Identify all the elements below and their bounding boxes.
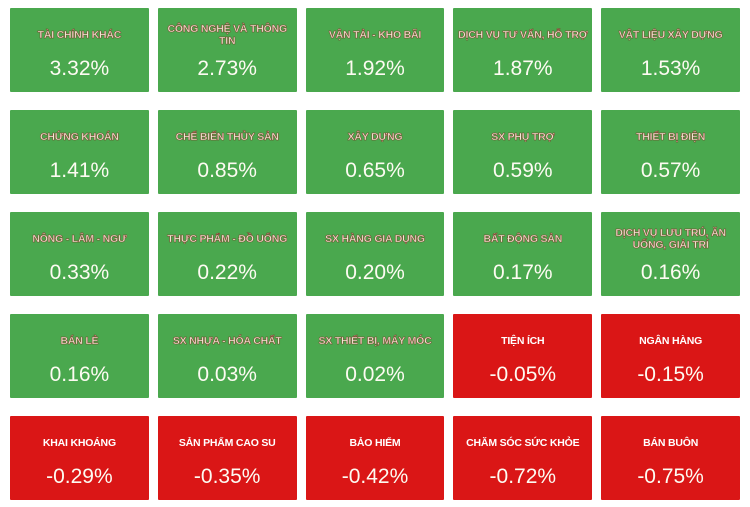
sector-tile: KHAI KHOÁNG -0.29% [10, 416, 149, 500]
sector-name-label: SX NHỰA - HÓA CHẤT [172, 334, 282, 348]
sector-tile: TÀI CHÍNH KHÁC 3.32% [10, 8, 149, 92]
sector-name-label: NGÂN HÀNG [639, 334, 703, 347]
sector-change-value: 0.33% [49, 261, 110, 284]
sector-change-value: 0.57% [640, 159, 701, 182]
sector-change-value: -0.05% [489, 363, 557, 386]
sector-name-label: SX THIẾT BỊ, MÁY MÓC [318, 334, 432, 348]
sector-name-label: THIẾT BỊ ĐIỆN [636, 130, 706, 144]
sector-name-label: BÁN BUÔN [643, 436, 699, 449]
sector-change-value: 0.65% [345, 159, 405, 182]
sector-tile: CHỨNG KHOÁN 1.41% [10, 110, 149, 194]
sector-name-label: BÁN LẺ [60, 334, 99, 348]
sector-tile: VẬT LIỆU XÂY DỰNG 1.53% [601, 8, 740, 92]
sector-name-label: KHAI KHOÁNG [42, 436, 116, 449]
sector-change-value: 0.16% [640, 261, 701, 284]
sector-tile: NGÂN HÀNG -0.15% [601, 314, 740, 398]
sector-name-label: XÂY DỰNG [347, 130, 403, 144]
sector-tile: XÂY DỰNG 0.65% [305, 110, 445, 194]
sector-change-value: -0.72% [489, 465, 557, 488]
sector-name-label: DỊCH VỤ LƯU TRÚ, ĂN UỐNG, GIẢI TRÍ [615, 226, 726, 251]
sector-name-label: BẤT ĐỘNG SẢN [483, 232, 563, 246]
sector-tile: CHẾ BIẾN THỦY SẢN 0.85% [157, 110, 297, 194]
sector-change-value: 0.03% [197, 363, 257, 386]
sector-name-label: NÔNG - LÂM - NGƯ [32, 232, 127, 246]
sector-change-value: 1.87% [493, 57, 553, 80]
sector-name-label: SX PHỤ TRỢ [491, 130, 555, 144]
sector-tile: VẬN TẢI - KHO BÃI 1.92% [305, 8, 445, 92]
sector-change-value: 1.53% [640, 57, 701, 80]
sector-tile: SX THIẾT BỊ, MÁY MÓC 0.02% [305, 314, 445, 398]
sector-name-label: CHỨNG KHOÁN [39, 130, 120, 144]
sector-change-value: 0.17% [493, 261, 553, 284]
sector-change-value: -0.75% [637, 465, 704, 488]
sector-change-value: 0.16% [49, 363, 110, 386]
sector-change-value: 1.92% [345, 57, 405, 80]
sector-name-label: SẢN PHẨM CAO SU [178, 436, 276, 449]
sector-name-label: CÔNG NGHỆ VÀ THÔNG TIN [167, 22, 287, 47]
sector-change-value: -0.42% [341, 465, 409, 488]
sector-tile: CHĂM SÓC SỨC KHỎE -0.72% [453, 416, 593, 500]
sector-change-value: 0.59% [493, 159, 553, 182]
sector-name-label: SX HÀNG GIA DỤNG [325, 232, 425, 246]
sector-tile: SX NHỰA - HÓA CHẤT 0.03% [157, 314, 297, 398]
sector-tile: BẢO HIỂM -0.42% [305, 416, 445, 500]
sector-name-label: CHĂM SÓC SỨC KHỎE [466, 436, 580, 449]
sector-tile: BÁN LẺ 0.16% [10, 314, 149, 398]
sector-name-label: THỰC PHẨM - ĐỒ UỐNG [167, 232, 288, 246]
sector-name-label: CHẾ BIẾN THỦY SẢN [175, 130, 279, 144]
sector-change-value: 0.22% [197, 261, 257, 284]
sector-name-label: VẬN TẢI - KHO BÃI [328, 28, 422, 42]
sector-change-value: 2.73% [197, 57, 257, 80]
sector-tile: NÔNG - LÂM - NGƯ 0.33% [10, 212, 149, 296]
sector-name-label: TIỆN ÍCH [501, 334, 545, 347]
sector-change-value: -0.35% [193, 465, 261, 488]
sector-name-label: TÀI CHÍNH KHÁC [37, 28, 122, 42]
sector-change-value: 0.85% [197, 159, 257, 182]
sector-change-value: -0.29% [46, 465, 113, 488]
sector-tile: DỊCH VỤ LƯU TRÚ, ĂN UỐNG, GIẢI TRÍ 0.16% [601, 212, 740, 296]
sector-tile: TIỆN ÍCH -0.05% [453, 314, 593, 398]
sector-tile: THIẾT BỊ ĐIỆN 0.57% [601, 110, 740, 194]
sector-change-value: 0.02% [345, 363, 405, 386]
sector-tile: SX PHỤ TRỢ 0.59% [453, 110, 593, 194]
sector-tile: SẢN PHẨM CAO SU -0.35% [157, 416, 297, 500]
sector-name-label: BẢO HIỂM [349, 436, 401, 449]
sector-change-value: 3.32% [49, 57, 110, 80]
sector-tile: SX HÀNG GIA DỤNG 0.20% [305, 212, 445, 296]
sector-tile: CÔNG NGHỆ VÀ THÔNG TIN 2.73% [157, 8, 297, 92]
sector-change-value: 1.41% [49, 159, 110, 182]
sector-tile: DỊCH VỤ TƯ VẤN, HỖ TRỢ 1.87% [453, 8, 593, 92]
sector-tile: BẤT ĐỘNG SẢN 0.17% [453, 212, 593, 296]
sector-change-value: 0.20% [345, 261, 405, 284]
sector-tile: THỰC PHẨM - ĐỒ UỐNG 0.22% [157, 212, 297, 296]
sector-change-value: -0.15% [637, 363, 704, 386]
sector-name-label: DỊCH VỤ TƯ VẤN, HỖ TRỢ [458, 28, 588, 42]
sector-name-label: VẬT LIỆU XÂY DỰNG [618, 28, 723, 42]
sector-tile: BÁN BUÔN -0.75% [601, 416, 740, 500]
